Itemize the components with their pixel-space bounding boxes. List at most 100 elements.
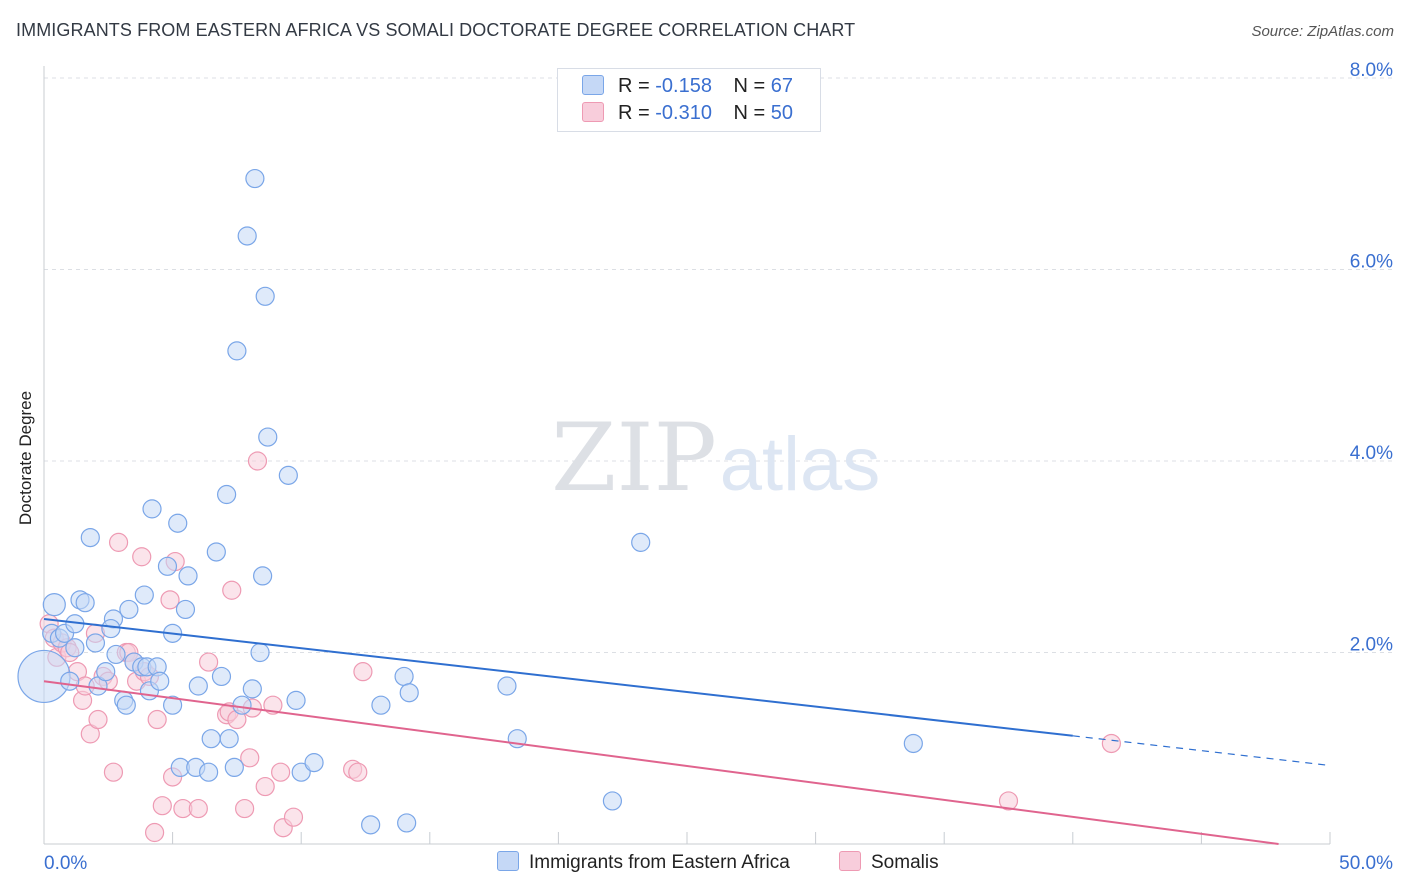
somalis-point (188, 798, 208, 819)
eastern-africa-point (142, 499, 162, 519)
x-tick-label-max: 50.0% (1339, 853, 1393, 874)
eastern-africa-point (255, 286, 275, 306)
correlation-stats-box: R = -0.158 N = 67 R = -0.310 N = 50 (557, 68, 821, 132)
trend-lines (43, 617, 1331, 845)
n-label: N = (733, 102, 766, 124)
somalis-trend-line (43, 680, 1279, 845)
eastern-africa-point (227, 341, 247, 361)
y-tick-label: 8.0% (1350, 60, 1393, 81)
watermark-zip: ZIP (551, 404, 717, 513)
somalis-point (160, 590, 180, 610)
somalis-point (132, 547, 152, 567)
eastern-africa-trend-line (43, 617, 1073, 737)
r-label: R = (618, 75, 650, 97)
somalis-point (240, 748, 260, 768)
eastern-africa-point (60, 671, 80, 691)
somalis-point (255, 776, 275, 797)
tick-labels: 2.0% 4.0% 6.0% 8.0% 0.0% 50.0% (44, 60, 1393, 874)
eastern-africa-point (399, 683, 419, 703)
eastern-africa-point (163, 695, 183, 715)
stats-row-somalis: R = -0.310 N = 50 (582, 102, 793, 128)
eastern-africa-point (119, 599, 139, 620)
y-tick-label: 2.0% (1350, 635, 1393, 656)
somalis-point (144, 822, 165, 843)
eastern-africa-point (602, 791, 623, 811)
eastern-africa-point (219, 729, 239, 749)
somalis-point (348, 762, 368, 782)
eastern-africa-point (250, 642, 270, 663)
somalis-point (263, 695, 283, 715)
eastern-africa-point (65, 638, 85, 658)
eastern-africa-point (42, 593, 66, 617)
eastern-africa-point (211, 666, 232, 687)
n-value: 50 (770, 102, 794, 124)
somalis-point (247, 451, 268, 471)
somalis-point (103, 762, 124, 782)
eastern-africa-trend-extension (1072, 735, 1331, 767)
pink-swatch-icon (839, 851, 861, 871)
y-tick-label: 6.0% (1350, 252, 1393, 273)
blue-swatch-icon (582, 75, 604, 95)
somalis-point (108, 532, 129, 552)
somalis-point (222, 580, 242, 600)
r-label: R = (618, 102, 650, 124)
n-value: 67 (770, 75, 794, 97)
eastern-africa-point (168, 513, 188, 533)
eastern-africa-point (371, 695, 391, 715)
somalis-point (199, 652, 219, 672)
eastern-africa-point (237, 226, 257, 246)
eastern-africa-point (150, 671, 170, 691)
blue-swatch-icon (497, 851, 519, 871)
eastern-africa-point (75, 593, 95, 613)
eastern-africa-point (224, 757, 244, 778)
r-value: -0.310 (655, 102, 712, 124)
eastern-africa-point (397, 813, 417, 833)
eastern-africa-point (80, 527, 100, 548)
grid-lines (44, 77, 1392, 653)
watermark: ZIP atlas (551, 404, 880, 513)
eastern-africa-point (101, 618, 121, 639)
eastern-africa-point (106, 644, 126, 665)
somalis-point (1101, 733, 1121, 754)
eastern-africa-point (278, 465, 298, 485)
n-label: N = (733, 75, 766, 97)
somalis-point (271, 762, 291, 782)
y-tick-label: 4.0% (1350, 443, 1393, 464)
legend-item-somalis[interactable]: Somalis (839, 851, 939, 877)
eastern-africa-point (96, 662, 116, 682)
eastern-africa-point (188, 676, 208, 696)
eastern-africa-point (217, 484, 237, 505)
eastern-africa-point (631, 532, 651, 552)
eastern-africa-point (258, 427, 278, 447)
watermark-atlas: atlas (720, 422, 881, 507)
somalis-point (88, 709, 108, 730)
eastern-africa-point (361, 815, 381, 835)
somalis-point (147, 709, 167, 730)
eastern-africa-point (394, 666, 414, 687)
eastern-africa-point (134, 585, 154, 605)
source-credit: Source: ZipAtlas.com (1251, 23, 1394, 40)
eastern-africa-point (116, 695, 136, 715)
pink-swatch-icon (582, 102, 604, 122)
somalis-point (235, 798, 255, 819)
eastern-africa-point (178, 566, 198, 586)
eastern-africa-point (206, 542, 226, 562)
data-points (17, 168, 1121, 843)
chart-title: IMMIGRANTS FROM EASTERN AFRICA VS SOMALI… (16, 20, 856, 40)
eastern-africa-point (201, 729, 221, 749)
axes (43, 66, 1331, 845)
eastern-africa-point (175, 599, 196, 620)
eastern-africa-point (242, 679, 262, 699)
stats-row-eastern-africa: R = -0.158 N = 67 (582, 75, 793, 101)
legend-item-eastern-africa[interactable]: Immigrants from Eastern Africa (497, 851, 790, 877)
legend-label: Immigrants from Eastern Africa (529, 852, 790, 873)
eastern-africa-point (199, 762, 219, 782)
somalis-point (283, 807, 304, 827)
eastern-africa-point (497, 676, 517, 696)
r-value: -0.158 (655, 75, 712, 97)
eastern-africa-point (286, 690, 306, 710)
somalis-point (353, 662, 373, 682)
legend-label: Somalis (871, 852, 939, 873)
eastern-africa-point (157, 556, 178, 576)
